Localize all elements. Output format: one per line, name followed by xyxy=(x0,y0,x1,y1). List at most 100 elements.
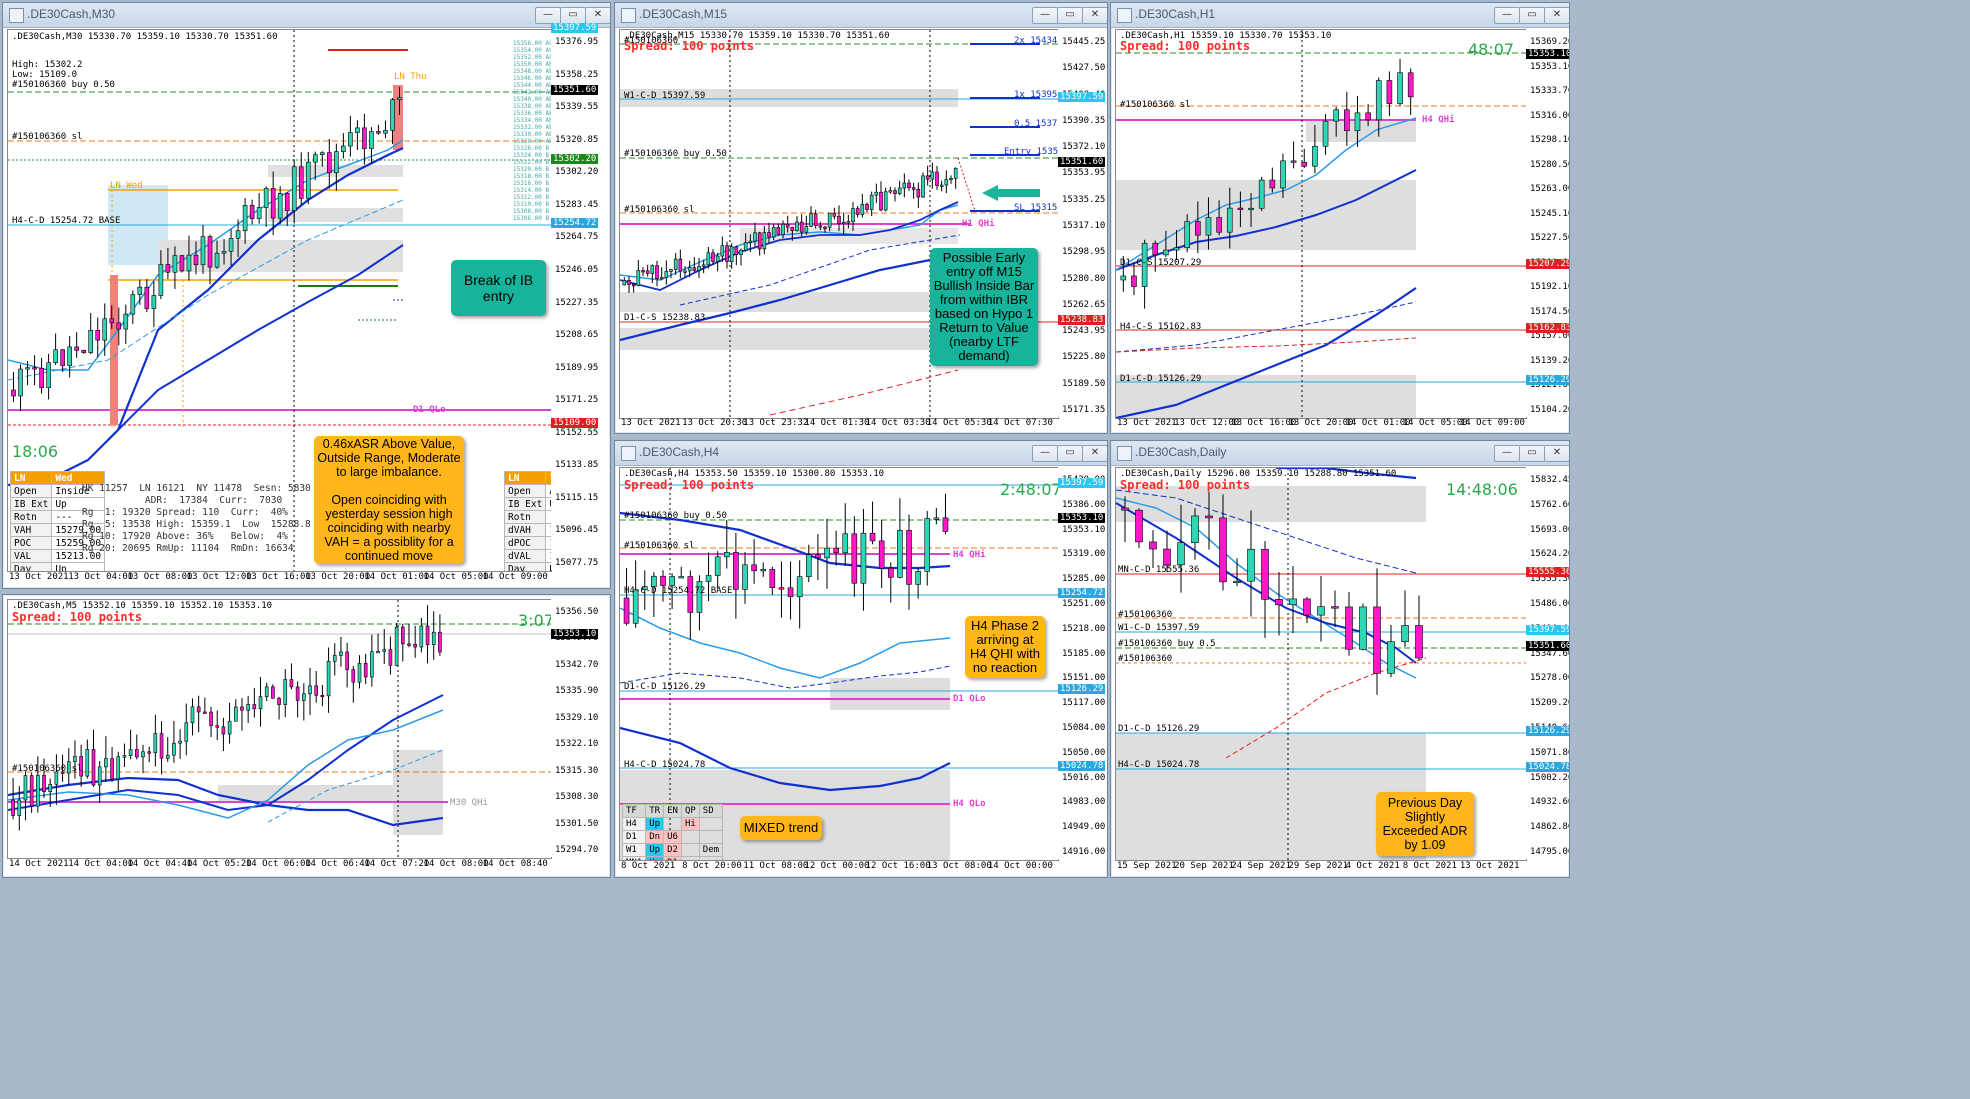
title-bar[interactable]: .DE30Cash,M30 — ▭ ✕ xyxy=(3,3,610,28)
table-cell: dVAH xyxy=(503,523,547,537)
candle-body xyxy=(1163,249,1169,256)
title-bar[interactable]: .DE30Cash,M15 — ▭ ✕ xyxy=(615,3,1107,28)
minimize-button[interactable]: — xyxy=(535,7,561,24)
candles xyxy=(1121,491,1423,695)
close-button[interactable]: ✕ xyxy=(1082,7,1107,24)
time-axis[interactable]: 13 Oct 2021 13 Oct 04:00 13 Oct 08:00 13 Oc… xyxy=(7,570,550,586)
h4cd-label: H4-C-D 15024.78 xyxy=(1118,760,1200,770)
close-button[interactable]: ✕ xyxy=(1082,445,1107,462)
table-cell: U6 xyxy=(663,830,682,844)
chart-area[interactable]: .DE30Cash,Daily 15296.00 15359.10 15288.… xyxy=(1115,467,1527,861)
candle-body xyxy=(660,575,666,586)
title-bar[interactable]: .DE30Cash,H4 — ▭ ✕ xyxy=(615,441,1107,466)
candle-body xyxy=(319,152,325,155)
chart-window-m30[interactable]: .DE30Cash,M30 — ▭ ✕ xyxy=(2,2,611,589)
svg-text:15312.00 B: 15312.00 B xyxy=(513,194,550,201)
minimize-button[interactable]: — xyxy=(1494,445,1520,462)
d1cs-label: D1-C-S 15207.29 xyxy=(1120,258,1202,268)
minimize-button[interactable]: — xyxy=(1032,7,1058,24)
maximize-button[interactable]: ▭ xyxy=(1519,7,1545,24)
chart-window-h1[interactable]: .DE30Cash,H1 — ▭ ✕ .DE30Cash,H1 15359.10… xyxy=(1110,2,1570,434)
close-button[interactable]: ✕ xyxy=(1544,7,1569,24)
time-tick: 13 Oct 23:32 xyxy=(743,418,809,428)
price-tick: 15486.00 xyxy=(1530,599,1570,609)
time-axis[interactable]: 13 Oct 2021 13 Oct 20:30 13 Oct 23:32 14 Oc… xyxy=(619,416,1057,432)
maximize-button[interactable]: ▭ xyxy=(1519,445,1545,462)
spread-label: Spread: 100 points xyxy=(624,39,755,53)
chart-area[interactable]: .DE30Cash,H4 15353.50 15359.10 15300.80 … xyxy=(619,467,1059,861)
entry-label: Entry 15355.33 xyxy=(1004,147,1059,157)
candle-body xyxy=(902,182,907,189)
title-bar[interactable]: .DE30Cash,H1 — ▭ ✕ xyxy=(1111,3,1569,28)
maximize-button[interactable]: ▭ xyxy=(560,7,586,24)
candle-body xyxy=(739,249,743,255)
time-tick: 14 Oct 06:40 xyxy=(305,859,371,869)
maximize-button[interactable]: ▭ xyxy=(1057,7,1083,24)
title-bar[interactable]: .DE30Cash,Daily — ▭ ✕ xyxy=(1111,441,1569,466)
chart-area[interactable]: 15356.00 AC 15354.00 AC 15352.00 AC 15350.… xyxy=(7,29,552,572)
close-button[interactable]: ✕ xyxy=(1544,445,1569,462)
close-button[interactable]: ✕ xyxy=(585,7,610,24)
price-tag: 15024.78 xyxy=(1058,761,1106,771)
chart-window-m15[interactable]: .DE30Cash,M15 — ▭ ✕ xyxy=(614,2,1108,434)
low-label: Low: 15109.0 xyxy=(12,70,78,80)
price-axis[interactable]: 15376.95 15358.25 15339.55 15320.85 15302.20… xyxy=(551,23,609,570)
price-axis[interactable]: 15420.0015386.0015353.1015319.0015285.00… xyxy=(1058,467,1107,859)
price-axis[interactable]: 15832.45 15762.60 15693.00 15624.20 15555.36… xyxy=(1526,467,1570,859)
time-axis[interactable]: 13 Oct 2021 13 Oct 12:00 13 Oct 16:00 13 Oc… xyxy=(1115,416,1525,432)
candle-body xyxy=(1149,541,1157,550)
window-title: .DE30Cash,H4 xyxy=(639,445,720,459)
time-tick: 13 Oct 12:00 xyxy=(1174,418,1240,428)
time-tick: 14 Oct 05:30 xyxy=(926,418,992,428)
table-cell: Dn xyxy=(645,830,665,844)
candle-body xyxy=(790,226,795,232)
chart-window-m5[interactable]: .DE30Cash,M5 15352.10 15359.10 15352.10 … xyxy=(2,594,611,878)
candle-body xyxy=(935,171,939,186)
price-tag: 15302.20 xyxy=(551,154,599,164)
time-axis[interactable]: 8 Oct 2021 8 Oct 20:00 11 Oct 08:00 12 Oct … xyxy=(619,859,1057,875)
table-row: dVAH15348.80 xyxy=(503,523,551,537)
price-axis[interactable]: 15356.5015349.7015342.7015335.9015329.10… xyxy=(551,599,609,857)
price-tag: 15397.59 xyxy=(551,23,599,33)
candle-body xyxy=(264,686,269,697)
table-cell: VAL xyxy=(9,549,53,563)
candle-body xyxy=(865,204,869,210)
chart-window-daily[interactable]: .DE30Cash,Daily — ▭ ✕ .DE30Cash,Daily 15… xyxy=(1110,440,1570,878)
candle-body xyxy=(944,179,949,186)
maximize-button[interactable]: ▭ xyxy=(1057,445,1083,462)
time-tick: 14 Oct 08:40 xyxy=(482,859,548,869)
price-tick: 15192.10 xyxy=(1530,282,1570,293)
minimize-button[interactable]: — xyxy=(1494,7,1520,24)
price-tick: 15096.45 xyxy=(555,525,599,536)
candle-body xyxy=(757,232,762,250)
svg-text:15330.00 AB: 15330.00 AB xyxy=(513,131,551,138)
chart-area[interactable]: .DE30Cash,M5 15352.10 15359.10 15352.10 … xyxy=(7,599,552,859)
price-tick: 15208.65 xyxy=(555,330,599,341)
price-tick: 15133.85 xyxy=(555,460,599,471)
price-axis[interactable]: 15369.20 15353.10 15333.70 15316.00 15298.10… xyxy=(1526,29,1570,417)
candle-body xyxy=(228,238,234,252)
price-tick: 15243.95 xyxy=(1062,326,1106,337)
candle-body xyxy=(355,127,360,133)
candle-body xyxy=(1191,515,1199,544)
chart-window-h4[interactable]: .DE30Cash,H4 — ▭ ✕ .DE30Cash,H4 15353.50… xyxy=(614,440,1108,878)
price-tick: 15372.10 xyxy=(1062,142,1106,153)
chart-area[interactable]: .DE30Cash,M15 15330.70 15359.10 15330.70… xyxy=(619,29,1059,419)
candle-body xyxy=(1345,606,1353,650)
table-header-cell: Wed xyxy=(51,471,106,485)
time-axis[interactable]: 15 Sep 2021 20 Sep 2021 24 Sep 2021 29 Sep … xyxy=(1115,859,1525,875)
candle-body xyxy=(227,720,232,735)
time-axis[interactable]: 14 Oct 2021 14 Oct 04:00 14 Oct 04:40 14 Oc… xyxy=(7,857,550,873)
candle-body xyxy=(809,213,813,227)
price-tick: 15171.35 xyxy=(1062,405,1106,415)
candle-body xyxy=(123,313,129,330)
candle-body xyxy=(776,226,781,235)
time-tick: 14 Oct 05:00 xyxy=(423,572,489,582)
price-axis[interactable]: 15445.2515427.5015408.4015390.3515372.10… xyxy=(1058,29,1107,417)
minimize-button[interactable]: — xyxy=(1032,445,1058,462)
price-tick: 15294.70 xyxy=(555,845,599,855)
chart-area[interactable]: .DE30Cash,H1 15359.10 15330.70 15353.10 … xyxy=(1115,29,1527,419)
price-tick: 15227.35 xyxy=(555,297,599,308)
candle-body xyxy=(795,221,799,232)
price-tag: 15351.60 xyxy=(1526,641,1569,651)
